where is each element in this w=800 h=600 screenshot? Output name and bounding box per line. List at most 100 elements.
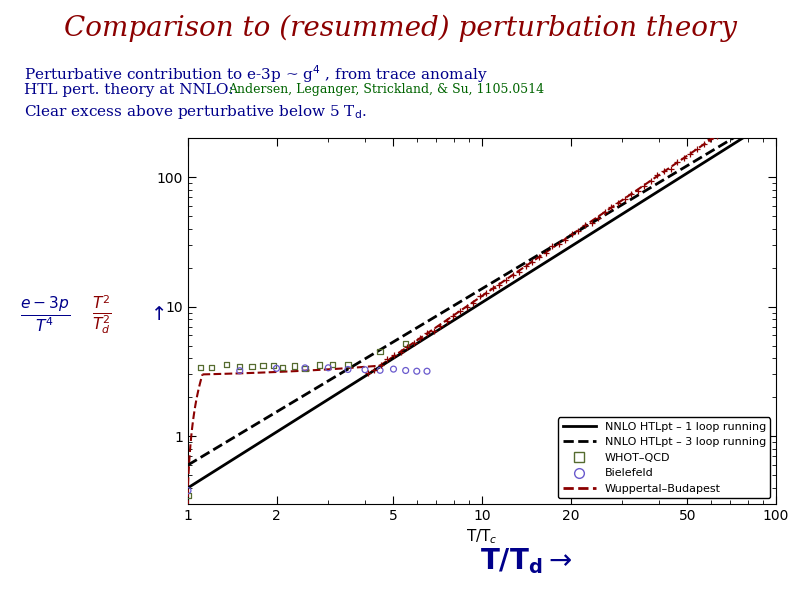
Point — [474, 292, 486, 301]
Point — [374, 365, 386, 375]
Point — [723, 121, 736, 131]
Point — [750, 104, 762, 114]
Point — [539, 248, 552, 258]
Point — [737, 113, 750, 123]
Point — [374, 347, 386, 356]
Point — [697, 139, 710, 148]
Point — [460, 302, 473, 312]
Point — [658, 166, 670, 176]
Point — [572, 226, 585, 236]
Point — [298, 363, 311, 373]
Point — [399, 338, 412, 348]
Point — [717, 127, 730, 136]
Point — [486, 284, 499, 293]
Point — [326, 360, 339, 370]
Point — [638, 181, 650, 190]
Text: Andersen, Leganger, Strickland, & Su, 1105.0514: Andersen, Leganger, Strickland, & Su, 11… — [228, 83, 544, 96]
Point — [631, 186, 644, 196]
Text: $\frac{T^2}{T_d^2}$: $\frac{T^2}{T_d^2}$ — [92, 293, 112, 337]
X-axis label: T/T$_c$: T/T$_c$ — [466, 527, 498, 546]
Text: T/T$_{\mathbf{d}}$$\rightarrow$: T/T$_{\mathbf{d}}$$\rightarrow$ — [480, 546, 572, 576]
Point — [605, 202, 618, 212]
Point — [194, 363, 206, 373]
Point — [757, 100, 770, 110]
Point — [427, 326, 440, 335]
Text: $\uparrow$: $\uparrow$ — [147, 305, 165, 325]
Point — [592, 213, 605, 223]
Point — [298, 364, 311, 374]
Point — [454, 306, 466, 316]
Text: Perturbative contribution to e-3p ~ g$^4$ , from trace anomaly: Perturbative contribution to e-3p ~ g$^4… — [24, 63, 488, 85]
Point — [513, 267, 526, 277]
Point — [399, 365, 412, 375]
Point — [410, 367, 423, 376]
Point — [710, 131, 723, 141]
Point — [407, 338, 420, 348]
Point — [704, 134, 717, 144]
Point — [664, 164, 677, 173]
Point — [276, 362, 289, 372]
Text: $\frac{e-3p}{T^4}$: $\frac{e-3p}{T^4}$ — [20, 295, 70, 335]
Point — [342, 359, 354, 369]
Point — [388, 350, 401, 360]
Point — [220, 360, 233, 370]
Point — [690, 144, 703, 154]
Point — [234, 366, 246, 376]
Point — [526, 257, 538, 267]
Point — [480, 289, 493, 298]
Point — [205, 362, 218, 372]
Point — [645, 176, 658, 186]
Text: HTL pert. theory at NNLO:: HTL pert. theory at NNLO: — [24, 83, 238, 97]
Point — [743, 109, 756, 118]
Point — [374, 361, 387, 370]
Point — [618, 194, 631, 203]
Point — [381, 355, 394, 364]
Point — [651, 170, 664, 180]
Point — [559, 235, 572, 245]
Point — [466, 298, 479, 308]
Point — [182, 491, 194, 500]
Point — [421, 367, 434, 376]
Point — [414, 334, 427, 343]
Point — [566, 229, 578, 239]
Text: Comparison to (resummed) perturbation theory: Comparison to (resummed) perturbation th… — [63, 15, 737, 43]
Point — [500, 275, 513, 285]
Point — [270, 364, 283, 373]
Point — [401, 342, 414, 352]
Point — [362, 368, 374, 377]
Point — [684, 149, 697, 159]
Point — [506, 270, 519, 280]
Point — [586, 218, 598, 227]
Point — [434, 321, 446, 331]
Point — [313, 360, 326, 370]
Point — [611, 198, 624, 208]
Point — [533, 253, 546, 262]
Point — [440, 316, 453, 325]
Text: Clear excess above perturbative below 5 T$_{\rm d}$.: Clear excess above perturbative below 5 … — [24, 103, 367, 121]
Point — [493, 280, 506, 290]
Point — [182, 486, 194, 496]
Point — [267, 361, 280, 370]
Point — [368, 365, 381, 374]
Point — [358, 365, 371, 374]
Point — [257, 361, 270, 370]
Point — [387, 364, 400, 374]
Point — [763, 94, 776, 104]
Legend: NNLO HTLpt – 1 loop running, NNLO HTLpt – 3 loop running, WHOT–QCD, Bielefeld, W: NNLO HTLpt – 1 loop running, NNLO HTLpt … — [558, 418, 770, 499]
Point — [598, 207, 611, 217]
Point — [246, 361, 258, 371]
Point — [678, 154, 690, 163]
Point — [288, 361, 301, 371]
Point — [394, 347, 407, 357]
Point — [552, 239, 565, 248]
Point — [234, 361, 246, 371]
Point — [421, 329, 434, 338]
Point — [342, 365, 354, 374]
Point — [447, 311, 460, 321]
Point — [519, 261, 532, 271]
Point — [578, 221, 591, 230]
Point — [546, 242, 558, 251]
Point — [625, 190, 638, 199]
Point — [671, 157, 684, 167]
Point — [322, 363, 334, 373]
